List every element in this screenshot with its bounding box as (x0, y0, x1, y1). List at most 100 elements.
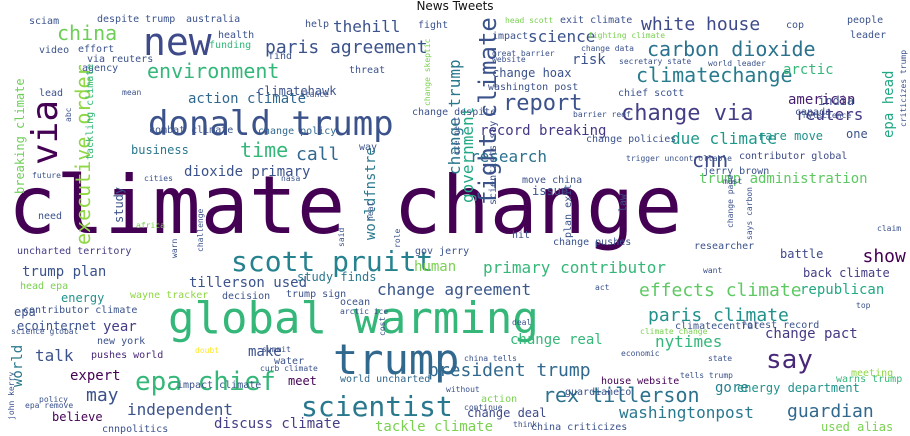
word-arctic-ice: arctic ice (340, 307, 388, 316)
word-paris-agreement: paris agreement (265, 37, 428, 58)
word-website: website (492, 55, 526, 64)
word-warns-trump: warns trump (836, 374, 902, 385)
word-expert: expert (70, 368, 121, 384)
word-world-uncharted: world uncharted (340, 374, 430, 385)
word-president-trump: president trump (428, 360, 591, 381)
word-due-climate: due climate (671, 129, 777, 148)
word-secretary-state: secretary state (619, 57, 691, 66)
word-claim: claim (877, 224, 901, 233)
word-tillerson-used: tillerson used (189, 275, 307, 291)
word-head-epa: head epa (20, 281, 68, 292)
word-scientists-say: scientists say (488, 121, 499, 205)
word-climate-change: climate change (8, 159, 682, 252)
word-combat-climate: combat climate (149, 125, 233, 136)
word-threat: threat (349, 65, 385, 76)
word-gov-jerry: gov jerry (415, 246, 469, 257)
word-act: act (595, 283, 610, 292)
word-india: india (818, 94, 854, 108)
word-mean: mean (122, 88, 141, 97)
word-pushes-world: pushes world (91, 350, 163, 361)
word-uncharted-territory: uncharted territory (17, 246, 131, 257)
word-thehill: thehill (333, 17, 400, 36)
word-make: make (248, 344, 282, 360)
word-future: future (32, 171, 61, 180)
word-risk: risk (572, 52, 606, 68)
word-rare-move: rare move (758, 129, 823, 143)
word-impact: impact (492, 31, 528, 42)
word-says-carbon: says carbon (745, 187, 754, 240)
word-executive-order: executive order (71, 64, 95, 245)
word-climatechange: climatechange (636, 63, 793, 87)
word-exit-climate: exit climate (560, 15, 632, 26)
word-state: state (708, 354, 732, 363)
word-continue: continue (464, 403, 503, 412)
word-stance: stance (300, 90, 329, 99)
word-may: may (86, 385, 119, 406)
word-contributor-global: contributor global (739, 151, 847, 162)
word-ice-melt: ice melt (452, 116, 461, 155)
word-australia: australia (186, 14, 240, 25)
word-health: health (218, 30, 254, 41)
word-effort: effort (78, 44, 114, 55)
word-change-policy: change policy (258, 126, 336, 137)
word-believe: believe (52, 410, 103, 424)
word-government: government (458, 107, 477, 203)
word-fighting-climate: fighting climate (588, 31, 665, 40)
word-change-skeptic: change skeptic (423, 38, 432, 106)
word-independent: independent (127, 400, 233, 419)
word-researcher: researcher (694, 241, 754, 252)
word-curb-climate: curb climate (260, 364, 318, 373)
word-without: without (446, 385, 480, 394)
word-science: science (528, 27, 595, 46)
word-ocean: ocean (340, 297, 370, 308)
word-fight: fight (418, 20, 448, 31)
word-climatehawk: climatehawk (257, 84, 337, 98)
word-epa-remove: epa remove (25, 401, 73, 410)
word-tells-trump: tells trump (680, 371, 733, 380)
word-battle: battle (780, 247, 823, 261)
word-say: say (766, 345, 813, 375)
word-scott-pruitt: scott pruitt (231, 245, 433, 278)
word-white-house: white house (641, 14, 760, 35)
word-primary-contributor: primary contributor (483, 258, 666, 277)
word-effects-climate: effects climate (639, 280, 802, 301)
word-republican: republican (800, 282, 884, 298)
word-china: china (57, 21, 117, 45)
word-summit: summit (262, 345, 291, 354)
word-change-page: change page (726, 175, 735, 228)
plot-title: News Tweets (416, 0, 494, 13)
word-plan-exit: plan exit (563, 184, 574, 238)
word-heat: heat (366, 202, 375, 221)
word-change-pushes: change pushes (553, 237, 631, 248)
word-washingtonpost: washingtonpost (619, 403, 754, 422)
word-energy: energy (61, 291, 104, 305)
word-impact-climate: impact climate (177, 380, 261, 391)
word-trump-plan: trump plan (22, 264, 106, 280)
word-abc: abc (64, 107, 73, 122)
word-want: want (703, 266, 722, 275)
word-change-despite: change despite (412, 107, 496, 118)
word-way: way (359, 142, 377, 153)
word-contributor-climate: contributor climate (23, 305, 137, 316)
word-breaking-climate: breaking climate (13, 78, 27, 194)
word-arctic: arctic (783, 62, 834, 78)
word-hit: hit (512, 230, 530, 241)
word-warn: warn (170, 239, 179, 258)
word-video: video (39, 45, 69, 56)
word-house-website: house website (601, 376, 679, 387)
word-one: one (846, 127, 868, 141)
word-move-china: move china (522, 175, 582, 186)
word-jerry-brown: jerry brown (703, 166, 769, 177)
word-discuss-climate: discuss climate (214, 416, 340, 432)
word-guardian: guardian (787, 401, 874, 422)
word-great-barrier: great barrier (492, 49, 555, 58)
word-paris-climate: paris climate (648, 305, 789, 326)
word-study-finds: study finds (297, 270, 376, 284)
word-doubt: doubt (195, 346, 219, 355)
word-africa: africa (136, 221, 165, 230)
word-role: role (393, 229, 402, 248)
word-worldfnstre: worldfnstre (363, 147, 379, 240)
word-leader: leader (850, 30, 886, 41)
word-wayne-tracker: wayne tracker (130, 290, 208, 301)
word-sciam: sciam (29, 16, 59, 27)
